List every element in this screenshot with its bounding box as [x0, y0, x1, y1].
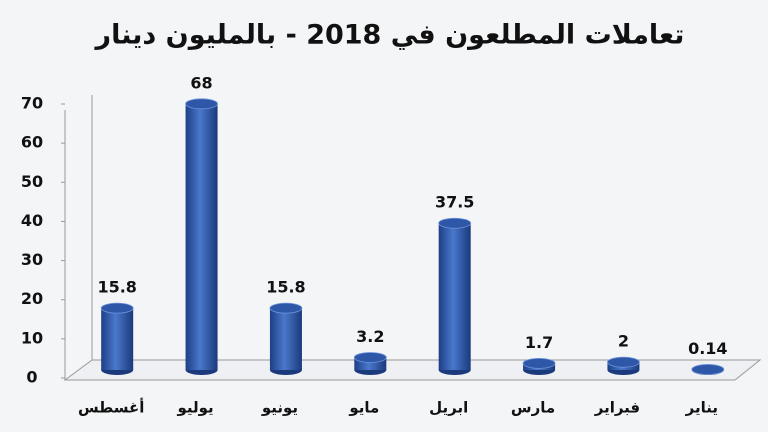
bar-body	[438, 223, 471, 370]
bar	[522, 357, 556, 375]
y-tick-label: 0	[26, 368, 37, 387]
chart-title: تعاملات المطلعون في 2018 - بالمليون دينا…	[94, 20, 685, 51]
x-tick-label: ابريل	[429, 399, 468, 417]
bar	[438, 217, 472, 375]
bar-body	[185, 103, 218, 370]
value-label: 2	[618, 332, 629, 351]
bar-body	[101, 308, 134, 370]
x-tick-label: مايو	[348, 399, 379, 417]
y-tick-label: 50	[21, 172, 43, 191]
bar	[691, 364, 725, 375]
y-tick-label: 30	[21, 250, 43, 269]
bar-top	[185, 98, 218, 110]
bar-body	[269, 308, 302, 370]
value-label: 68	[190, 73, 212, 92]
value-label: 0.14	[688, 339, 727, 358]
bar-top	[269, 302, 303, 314]
x-tick-label: أغسطس	[78, 398, 144, 417]
value-label: 15.8	[266, 278, 305, 297]
bar	[353, 352, 387, 375]
bar-top	[607, 356, 640, 368]
x-tick-label: يوليو	[176, 399, 213, 417]
bar-top	[100, 302, 134, 314]
y-tick-label: 60	[21, 133, 43, 152]
x-tick-label: مارس	[511, 399, 555, 417]
x-tick-label: يونيو	[261, 399, 298, 417]
bar-top	[353, 352, 387, 363]
bar-top	[691, 364, 725, 375]
bar	[607, 356, 640, 375]
bar-top	[438, 217, 472, 229]
value-label: 3.2	[356, 327, 384, 346]
bar-top	[522, 357, 556, 369]
x-tick-label: فبراير	[594, 399, 640, 417]
y-tick-label: 10	[21, 328, 43, 347]
x-tick-label: يناير	[685, 399, 718, 417]
y-tick-label: 70	[21, 94, 43, 113]
y-tick-label: 40	[21, 211, 43, 230]
value-label: 15.8	[97, 278, 136, 297]
value-label: 37.5	[435, 193, 474, 212]
y-tick-label: 20	[21, 289, 43, 308]
bar	[185, 98, 218, 375]
floor	[63, 359, 762, 381]
bar	[269, 302, 303, 375]
bar	[100, 302, 134, 375]
value-label: 1.7	[525, 333, 553, 352]
